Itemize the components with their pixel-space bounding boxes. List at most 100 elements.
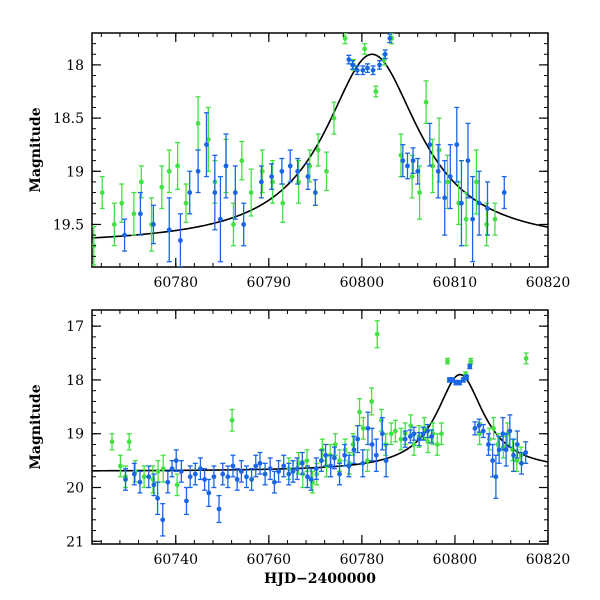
bottom-blue-data-point <box>299 451 305 475</box>
top-blue-data-point <box>295 157 301 185</box>
bottom-y-tick-label: 18 <box>66 373 84 389</box>
top-green-data-point <box>315 133 321 167</box>
bottom-blue-data-point <box>503 433 509 467</box>
top-blue-data-point <box>203 112 209 178</box>
top-blue-data-point <box>442 159 448 236</box>
bottom-blue-data-point <box>216 494 222 524</box>
bottom-blue-data-point <box>178 459 184 483</box>
top-blue-data-point <box>346 54 352 65</box>
bottom-green-data-point <box>438 422 444 446</box>
top-green-data-point <box>111 202 117 247</box>
bottom-green-data-point <box>364 449 370 473</box>
bottom-blue-data-point <box>342 443 348 467</box>
bottom-blue-data-point <box>146 465 152 489</box>
bottom-blue-data-point <box>243 465 249 489</box>
top-x-tick-label: 60800 <box>340 275 385 291</box>
bottom-x-tick-label: 60780 <box>340 552 385 568</box>
top-green-data-point <box>230 202 236 247</box>
x-axis-label: HJD−2400000 <box>264 571 376 587</box>
top-blue-data-point <box>370 65 376 76</box>
top-green-data-point <box>205 106 211 172</box>
top-blue-data-point <box>465 122 471 199</box>
bottom-blue-data-point <box>262 462 268 486</box>
top-y-axis-label: Magnitude <box>28 107 44 192</box>
bottom-blue-data-point <box>271 470 277 494</box>
bottom-blue-data-point <box>220 462 226 486</box>
bottom-blue-data-point <box>230 454 236 478</box>
bottom-blue-data-point <box>308 468 314 491</box>
top-panel: 60780 60790 60800 60810 60820 18 18.5 19 19.5 Ma… <box>28 32 570 291</box>
top-blue-data-point <box>177 213 183 267</box>
bottom-blue-data-point <box>290 459 296 483</box>
bottom-green-data-point <box>174 473 180 497</box>
top-y-tick-label: 18 <box>66 58 84 74</box>
bottom-blue-data-point <box>355 425 361 454</box>
top-blue-data-point <box>410 147 416 175</box>
bottom-green-data-point <box>392 419 398 443</box>
bottom-blue-data-point <box>457 379 463 386</box>
top-green-data-point <box>492 202 498 236</box>
bottom-blue-data-point <box>402 430 408 448</box>
top-green-data-point <box>239 140 245 181</box>
top-green-data-point <box>159 165 165 210</box>
bottom-blue-data-point <box>131 462 137 486</box>
top-blue-data-point <box>258 165 264 199</box>
top-green-data-point <box>99 175 105 210</box>
bottom-blue-data-point <box>407 429 413 444</box>
top-green-data-point <box>473 149 479 215</box>
top-blue-data-point <box>232 165 238 220</box>
top-blue-data-point <box>279 157 285 185</box>
bottom-green-data-point <box>117 454 123 478</box>
top-blue-data-point <box>312 179 318 206</box>
bottom-blue-data-point <box>202 468 208 491</box>
bottom-blue-data-point <box>511 438 517 473</box>
top-green-data-point <box>423 80 429 125</box>
top-blue-data-point <box>382 49 388 60</box>
bottom-blue-data-point <box>493 454 499 499</box>
top-blue-data-point <box>501 175 507 210</box>
bottom-y-axis-label: Magnitude <box>28 384 44 469</box>
top-green-data-point <box>296 159 302 204</box>
bottom-blue-data-point <box>472 421 478 436</box>
bottom-x-tick-label: 60800 <box>433 552 478 568</box>
top-blue-data-point <box>364 63 370 74</box>
bottom-blue-data-point <box>192 462 198 486</box>
bottom-blue-data-point <box>169 459 175 478</box>
bottom-blue-data-point <box>331 446 337 470</box>
bottom-panel-data <box>92 320 548 537</box>
top-green-data-point <box>444 154 450 210</box>
top-blue-data-point <box>187 170 193 215</box>
bottom-blue-data-point <box>249 468 255 491</box>
top-x-tick-label: 60810 <box>433 275 478 291</box>
top-blue-data-point <box>150 204 156 245</box>
top-green-data-point <box>373 85 379 98</box>
top-green-data-point <box>331 101 337 135</box>
bottom-green-data-point <box>126 433 132 451</box>
top-blue-data-point <box>485 181 491 236</box>
bottom-y-tick-label: 19 <box>66 427 84 443</box>
top-y-tick-label: 19 <box>66 164 84 180</box>
top-blue-data-point <box>287 149 293 183</box>
top-green-data-point <box>248 168 254 217</box>
bottom-blue-data-point <box>416 431 422 447</box>
bottom-blue-data-point <box>523 441 529 464</box>
bottom-blue-data-point <box>490 443 496 478</box>
bottom-blue-data-point <box>369 427 375 462</box>
bottom-x-tick-label: 60760 <box>247 552 292 568</box>
bottom-blue-data-point <box>165 470 171 494</box>
bottom-blue-data-point <box>460 377 466 383</box>
top-blue-data-point <box>458 159 464 247</box>
top-green-data-point <box>324 151 330 192</box>
bottom-green-data-point <box>332 433 338 456</box>
top-green-data-point <box>195 96 201 151</box>
top-green-data-point <box>166 149 172 194</box>
bottom-blue-data-point <box>155 481 161 516</box>
top-blue-data-point <box>476 170 482 236</box>
bottom-blue-data-point <box>197 457 203 481</box>
bottom-blue-data-point <box>173 449 179 473</box>
bottom-model-curve <box>92 373 548 472</box>
top-blue-data-point <box>212 154 218 231</box>
bottom-blue-data-point <box>211 465 217 489</box>
top-blue-data-point <box>354 65 360 76</box>
